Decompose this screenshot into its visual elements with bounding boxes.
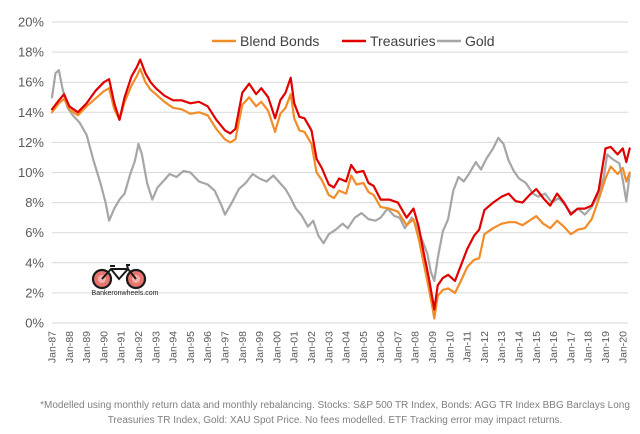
x-tick-label: Jan-94 [168,331,180,363]
y-axis-ticks: 0% 2% 4% 6% 8% 10% 12% 14% 16% 18% 20% [18,15,44,331]
legend-label-treasuries: Treasuries [370,33,436,49]
line-chart: 0%2%4%6%8%10%12%14%16%18%20% Jan-87 Jan-8… [18,15,631,363]
footnote-line-1: *Modelled using monthly return data and … [40,400,630,411]
x-tick-label: Jan-17 [565,331,577,363]
x-tick-label: Jan-15 [531,331,543,363]
y-tick-label: 8% [25,195,44,210]
x-tick-label: Jan-98 [237,331,249,363]
x-tick-label: Jan-95 [185,331,197,363]
y-tick-label: 20% [18,15,44,30]
x-tick-label: Jan-99 [254,331,266,363]
x-tick-label: Jan-06 [375,331,387,363]
y-tick-label: 0% [25,316,44,331]
x-tick-label: Jan-97 [219,331,231,363]
x-tick-label: Jan-05 [358,331,370,363]
bankeronwheels-logo: Bankeronwheels.com [80,263,170,313]
y-tick-label: 10% [18,165,44,180]
footnote: *Modelled using monthly return data and … [40,398,630,428]
x-axis-ticks: Jan-87 Jan-88 Jan-89 Jan-90 Jan-91 Jan-92 Jan-… [47,331,630,363]
x-tick-label: Jan-19 [600,331,612,363]
series-line-blend-bonds [50,67,631,320]
x-tick-label: Jan-11 [462,331,474,362]
series-lines [50,58,631,320]
y-tick-label: 14% [18,105,44,120]
x-tick-label: Jan-91 [116,331,128,363]
x-tick-label: Jan-88 [64,331,76,363]
x-tick-label: Jan-03 [323,331,335,363]
x-tick-label: Jan-13 [496,331,508,363]
legend-label-gold: Gold [465,33,495,49]
x-tick-label: Jan-16 [548,331,560,363]
x-tick-label: Jan-10 [444,331,456,363]
y-tick-label: 16% [18,75,44,90]
x-tick-label: Jan-09 [427,331,439,363]
x-tick-label: Jan-02 [306,331,318,363]
x-tick-label: Jan-14 [514,331,526,363]
logo-text: Bankeronwheels.com [91,290,159,297]
series-line-treasuries [50,58,631,311]
x-tick-label: Jan-01 [289,331,301,363]
bicycle-icon [91,264,147,290]
x-tick-label: Jan-08 [410,331,422,363]
gridlines [52,21,628,324]
y-tick-label: 12% [18,135,44,150]
x-tick-label: Jan-07 [392,331,404,363]
x-tick-label: Jan-00 [271,331,283,363]
y-tick-label: 4% [25,255,44,270]
x-tick-label: Jan-92 [133,331,145,363]
y-tick-label: 6% [25,225,44,240]
legend-label-blend-bonds: Blend Bonds [240,33,319,49]
x-tick-label: Jan-04 [341,331,353,363]
x-tick-label: Jan-87 [47,331,59,363]
y-tick-label: 18% [18,45,44,60]
series-line-gold [50,69,631,282]
x-tick-label: Jan-12 [479,331,491,363]
x-tick-label: Jan-20 [617,331,629,363]
x-tick-label: Jan-18 [583,331,595,363]
legend: Blend Bonds Treasuries Gold [212,33,495,49]
x-tick-label: Jan-93 [150,331,162,363]
y-tick-label: 2% [25,285,44,300]
x-tick-label: Jan-89 [81,331,93,363]
x-tick-label: Jan-90 [98,331,110,363]
x-tick-label: Jan-96 [202,331,214,363]
footnote-line-2: Treasuries TR Index, Gold: XAU Spot Pric… [107,415,563,426]
